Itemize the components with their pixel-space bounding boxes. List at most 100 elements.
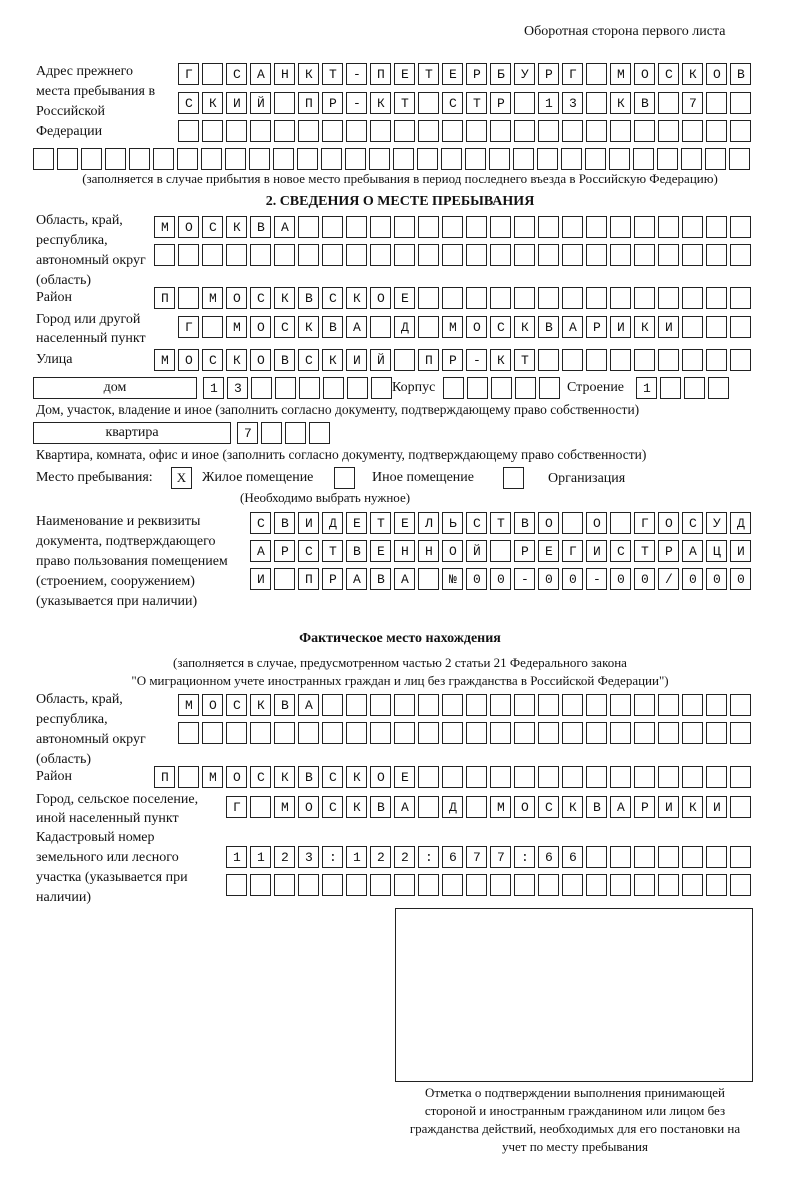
cadastral-row[interactable]: 1123:122:677:66 — [226, 846, 754, 869]
char-cell[interactable] — [273, 148, 294, 170]
char-cell[interactable] — [706, 316, 727, 338]
char-cell[interactable] — [345, 148, 366, 170]
char-cell[interactable] — [490, 796, 511, 818]
char-cell[interactable] — [682, 796, 703, 818]
char-cell[interactable] — [562, 796, 583, 818]
char-cell[interactable] — [466, 874, 487, 896]
char-cell[interactable] — [706, 796, 727, 818]
char-cell[interactable] — [562, 766, 583, 788]
char-cell[interactable] — [562, 568, 583, 590]
char-cell[interactable] — [442, 244, 463, 266]
char-cell[interactable] — [467, 377, 488, 399]
char-cell[interactable] — [153, 148, 174, 170]
char-cell[interactable] — [537, 148, 558, 170]
char-cell[interactable] — [706, 216, 727, 238]
char-cell[interactable] — [489, 148, 510, 170]
char-cell[interactable] — [297, 148, 318, 170]
char-cell[interactable] — [634, 874, 655, 896]
char-cell[interactable] — [465, 148, 486, 170]
char-cell[interactable] — [274, 63, 295, 85]
char-cell[interactable] — [610, 540, 631, 562]
char-cell[interactable] — [610, 349, 631, 371]
char-cell[interactable] — [538, 540, 559, 562]
char-cell[interactable] — [490, 540, 511, 562]
char-cell[interactable] — [490, 874, 511, 896]
char-cell[interactable] — [251, 377, 272, 399]
char-cell[interactable] — [586, 846, 607, 868]
char-cell[interactable] — [514, 568, 535, 590]
char-cell[interactable] — [202, 92, 223, 114]
char-cell[interactable] — [586, 63, 607, 85]
char-cell[interactable] — [658, 92, 679, 114]
char-cell[interactable] — [346, 568, 367, 590]
char-cell[interactable] — [178, 287, 199, 309]
char-cell[interactable] — [466, 349, 487, 371]
char-cell[interactable] — [610, 316, 631, 338]
char-cell[interactable] — [298, 244, 319, 266]
char-cell[interactable] — [658, 287, 679, 309]
char-cell[interactable] — [394, 722, 415, 744]
char-cell[interactable] — [298, 287, 319, 309]
char-cell[interactable] — [490, 349, 511, 371]
char-cell[interactable] — [202, 244, 223, 266]
char-cell[interactable] — [538, 796, 559, 818]
char-cell[interactable] — [418, 694, 439, 716]
char-cell[interactable] — [634, 120, 655, 142]
char-cell[interactable] — [610, 244, 631, 266]
char-cell[interactable] — [250, 540, 271, 562]
char-cell[interactable] — [178, 63, 199, 85]
char-cell[interactable] — [250, 244, 271, 266]
char-cell[interactable] — [730, 568, 751, 590]
char-cell[interactable] — [202, 287, 223, 309]
char-cell[interactable] — [586, 874, 607, 896]
char-cell[interactable] — [370, 63, 391, 85]
char-cell[interactable] — [538, 722, 559, 744]
char-cell[interactable] — [610, 874, 631, 896]
char-cell[interactable] — [682, 349, 703, 371]
char-cell[interactable] — [562, 512, 583, 534]
char-cell[interactable] — [682, 92, 703, 114]
char-cell[interactable] — [466, 846, 487, 868]
option-checkbox-organization[interactable] — [503, 467, 524, 489]
char-cell[interactable] — [394, 349, 415, 371]
char-cell[interactable] — [346, 349, 367, 371]
char-cell[interactable] — [274, 846, 295, 868]
char-cell[interactable] — [708, 377, 729, 399]
char-cell[interactable] — [610, 694, 631, 716]
char-cell[interactable] — [322, 846, 343, 868]
char-cell[interactable] — [730, 216, 751, 238]
char-cell[interactable] — [634, 92, 655, 114]
char-cell[interactable] — [274, 120, 295, 142]
char-cell[interactable] — [274, 92, 295, 114]
char-cell[interactable] — [562, 216, 583, 238]
char-cell[interactable] — [346, 540, 367, 562]
actual-city-row[interactable]: Г МОСКВА Д МОСКВАРИКИ — [226, 796, 754, 819]
char-cell[interactable] — [706, 694, 727, 716]
char-cell[interactable] — [658, 722, 679, 744]
char-cell[interactable] — [562, 63, 583, 85]
char-cell[interactable] — [178, 316, 199, 338]
char-cell[interactable] — [442, 216, 463, 238]
char-cell[interactable] — [250, 874, 271, 896]
char-cell[interactable] — [346, 512, 367, 534]
char-cell[interactable] — [658, 568, 679, 590]
char-cell[interactable] — [250, 120, 271, 142]
char-cell[interactable] — [442, 766, 463, 788]
char-cell[interactable] — [250, 796, 271, 818]
char-cell[interactable] — [370, 120, 391, 142]
char-cell[interactable] — [226, 287, 247, 309]
char-cell[interactable] — [178, 766, 199, 788]
char-cell[interactable] — [226, 120, 247, 142]
char-cell[interactable] — [730, 63, 751, 85]
char-cell[interactable] — [634, 316, 655, 338]
char-cell[interactable] — [394, 92, 415, 114]
char-cell[interactable] — [682, 722, 703, 744]
char-cell[interactable] — [202, 63, 223, 85]
char-cell[interactable] — [322, 349, 343, 371]
char-cell[interactable] — [418, 512, 439, 534]
char-cell[interactable] — [514, 244, 535, 266]
char-cell[interactable] — [250, 722, 271, 744]
char-cell[interactable] — [250, 63, 271, 85]
char-cell[interactable] — [418, 722, 439, 744]
char-cell[interactable] — [730, 244, 751, 266]
